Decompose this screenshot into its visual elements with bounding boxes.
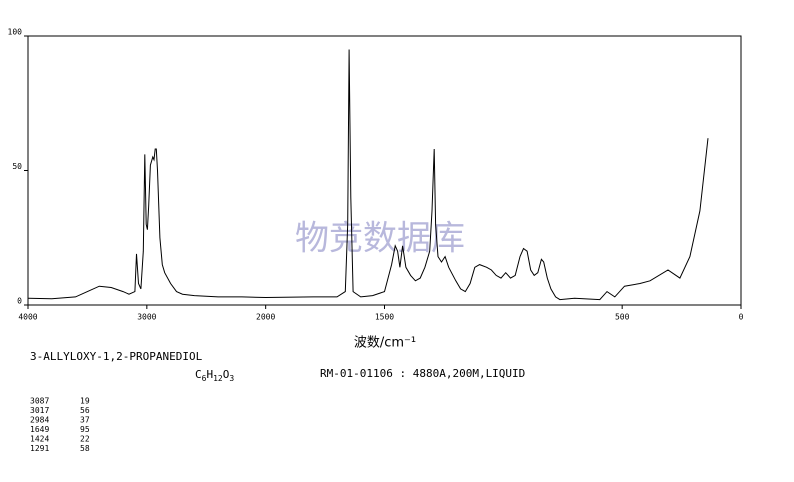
- watermark: 物竞数据库: [295, 219, 465, 259]
- y-tick-label: 0: [17, 297, 22, 306]
- x-tick-label: 500: [615, 313, 630, 322]
- plot-frame: [27, 35, 742, 306]
- peak-cell: 1291: [30, 444, 49, 453]
- x-tick-label: 4000: [18, 313, 37, 322]
- x-axis-label: 波数/cm⁻¹: [354, 336, 416, 351]
- x-tick-label: 2000: [256, 313, 275, 322]
- x-tick-label: 1500: [375, 313, 394, 322]
- peak-cell: 95: [80, 425, 90, 434]
- peak-cell: 1649: [30, 425, 49, 434]
- spectrum-line: [27, 49, 709, 301]
- peak-cell: 58: [80, 444, 90, 453]
- peak-cell: 1424: [30, 435, 49, 444]
- x-tick-label: 0: [739, 313, 744, 322]
- peak-cell: 3087: [30, 397, 49, 406]
- sample-info: RM-01-01106 : 4880A,200M,LIQUID: [320, 367, 525, 380]
- peak-cell: 37: [80, 416, 90, 425]
- y-tick-label: 50: [12, 162, 22, 171]
- formula: C6H12O3: [195, 368, 234, 383]
- x-tick-label: 3000: [137, 313, 156, 322]
- peak-cell: 3017: [30, 406, 49, 415]
- peak-cell: 56: [80, 406, 90, 415]
- y-tick-label: 100: [8, 28, 23, 37]
- peak-cell: 19: [80, 397, 90, 406]
- compound-name: 3-ALLYLOXY-1,2-PROPANEDIOL: [30, 350, 203, 363]
- peak-cell: 2984: [30, 416, 49, 425]
- peak-cell: 22: [80, 435, 90, 444]
